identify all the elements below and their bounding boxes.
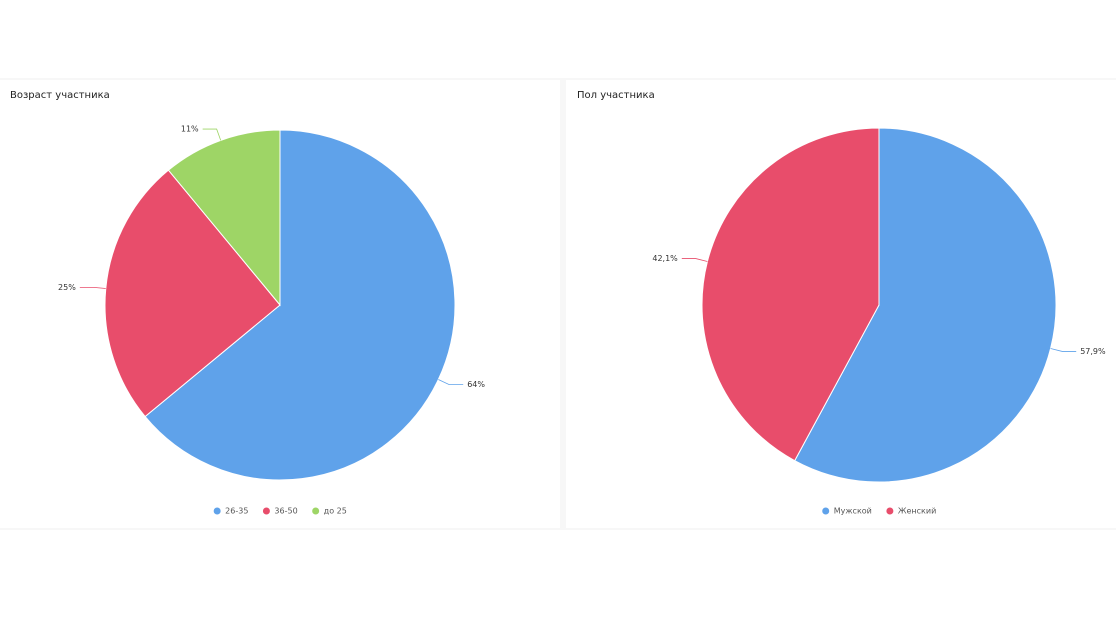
leader-line bbox=[681, 258, 708, 262]
leader-line bbox=[79, 287, 106, 289]
legend-marker bbox=[312, 507, 320, 515]
legend-marker bbox=[262, 507, 270, 515]
leader-line bbox=[438, 379, 464, 386]
data-label: 42,1% bbox=[652, 254, 678, 263]
data-label: 64% bbox=[467, 380, 485, 389]
chart-title: Возраст участника bbox=[10, 90, 110, 101]
leader-line bbox=[1050, 348, 1077, 352]
legend-marker bbox=[213, 507, 221, 515]
legend: 26-35 36-50 до 25 bbox=[213, 507, 347, 516]
chart-title: Пол участника bbox=[577, 90, 655, 101]
data-label: 57,9% bbox=[1080, 347, 1106, 356]
pie-slice bbox=[167, 129, 281, 307]
leader-line bbox=[202, 128, 222, 141]
legend-marker bbox=[886, 507, 894, 515]
legend-marker bbox=[822, 507, 830, 515]
pie-slice bbox=[701, 127, 880, 462]
legend-label: 26-35 bbox=[225, 507, 248, 516]
legend-label: 36-50 bbox=[274, 507, 297, 516]
data-label: 11% bbox=[181, 125, 199, 134]
legend-label: до 25 bbox=[324, 507, 347, 516]
data-label: 25% bbox=[58, 283, 76, 292]
legend-label: Женский bbox=[898, 507, 936, 516]
pie-slice bbox=[794, 127, 1057, 483]
legend: Мужской Женский bbox=[822, 507, 936, 516]
pie-slice bbox=[104, 169, 281, 418]
pie-slice bbox=[144, 129, 456, 481]
legend-label: Мужской bbox=[834, 507, 872, 516]
